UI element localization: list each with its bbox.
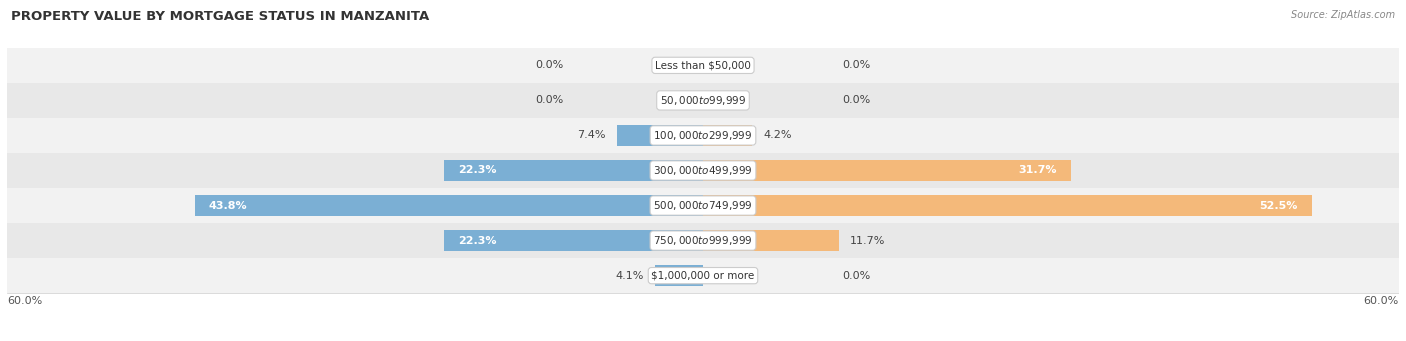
Text: 0.0%: 0.0%: [842, 60, 870, 70]
Text: $1,000,000 or more: $1,000,000 or more: [651, 271, 755, 281]
Bar: [617, 125, 703, 146]
Text: $300,000 to $499,999: $300,000 to $499,999: [654, 164, 752, 177]
Bar: [703, 195, 1312, 216]
Text: $500,000 to $749,999: $500,000 to $749,999: [654, 199, 752, 212]
Text: 11.7%: 11.7%: [851, 236, 886, 246]
Text: 0.0%: 0.0%: [536, 95, 564, 105]
Text: 52.5%: 52.5%: [1260, 201, 1298, 210]
Bar: [7, 188, 1399, 223]
Bar: [703, 160, 1071, 181]
Text: 4.1%: 4.1%: [616, 271, 644, 281]
Text: $100,000 to $299,999: $100,000 to $299,999: [654, 129, 752, 142]
Bar: [7, 258, 1399, 293]
Text: 0.0%: 0.0%: [842, 271, 870, 281]
Text: 43.8%: 43.8%: [209, 201, 247, 210]
Bar: [703, 231, 839, 251]
Bar: [7, 83, 1399, 118]
Text: 60.0%: 60.0%: [7, 296, 42, 306]
Bar: [444, 160, 703, 181]
Bar: [444, 231, 703, 251]
Text: 4.2%: 4.2%: [763, 131, 792, 140]
Text: 22.3%: 22.3%: [458, 236, 496, 246]
Bar: [703, 125, 752, 146]
Bar: [7, 48, 1399, 83]
Bar: [655, 266, 703, 286]
Text: 0.0%: 0.0%: [536, 60, 564, 70]
Bar: [7, 118, 1399, 153]
Text: PROPERTY VALUE BY MORTGAGE STATUS IN MANZANITA: PROPERTY VALUE BY MORTGAGE STATUS IN MAN…: [11, 10, 429, 23]
Text: 60.0%: 60.0%: [1364, 296, 1399, 306]
Bar: [7, 223, 1399, 258]
Text: 7.4%: 7.4%: [576, 131, 606, 140]
Text: Source: ZipAtlas.com: Source: ZipAtlas.com: [1291, 10, 1395, 20]
Text: $50,000 to $99,999: $50,000 to $99,999: [659, 94, 747, 107]
Bar: [195, 195, 703, 216]
Text: $750,000 to $999,999: $750,000 to $999,999: [654, 234, 752, 247]
Text: 31.7%: 31.7%: [1018, 165, 1057, 176]
Text: Less than $50,000: Less than $50,000: [655, 60, 751, 70]
Text: 0.0%: 0.0%: [842, 95, 870, 105]
Text: 22.3%: 22.3%: [458, 165, 496, 176]
Bar: [7, 153, 1399, 188]
